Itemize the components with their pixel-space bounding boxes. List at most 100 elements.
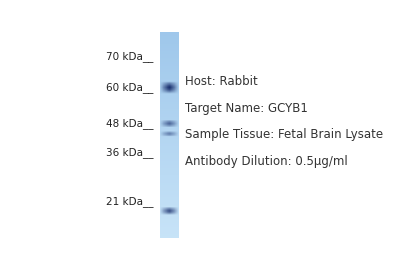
Bar — [160, 151, 179, 152]
Bar — [160, 209, 179, 210]
Bar — [160, 82, 179, 83]
Bar — [160, 145, 179, 146]
Bar — [160, 201, 179, 202]
Bar — [160, 105, 179, 106]
Bar — [160, 121, 179, 122]
Bar — [160, 176, 179, 177]
Bar — [160, 154, 179, 155]
Bar — [160, 234, 179, 235]
Bar — [160, 169, 179, 170]
Bar — [160, 233, 179, 234]
Bar — [160, 219, 179, 220]
Bar — [160, 140, 179, 141]
Bar — [160, 91, 179, 92]
Bar — [160, 231, 179, 232]
Bar — [160, 70, 179, 71]
Bar — [160, 208, 179, 209]
Bar — [160, 181, 179, 182]
Bar — [160, 139, 179, 140]
Bar — [160, 136, 179, 137]
Bar — [160, 193, 179, 194]
Bar — [160, 225, 179, 226]
Bar — [160, 42, 179, 43]
Bar — [160, 128, 179, 129]
Bar — [160, 109, 179, 110]
Bar — [160, 129, 179, 130]
Bar — [160, 144, 179, 145]
Bar — [160, 132, 179, 133]
Bar — [160, 75, 179, 76]
Bar — [160, 61, 179, 62]
Text: Host: Rabbit: Host: Rabbit — [185, 75, 258, 88]
Bar — [160, 190, 179, 191]
Bar — [160, 149, 179, 150]
Text: Target Name: GCYB1: Target Name: GCYB1 — [185, 102, 308, 115]
Bar — [160, 32, 179, 33]
Bar — [160, 35, 179, 36]
Bar — [160, 59, 179, 60]
Bar — [160, 211, 179, 212]
Bar — [160, 98, 179, 99]
Bar — [160, 175, 179, 176]
Bar — [160, 71, 179, 72]
Bar — [160, 224, 179, 225]
Bar — [160, 171, 179, 172]
Bar — [160, 131, 179, 132]
Bar — [160, 221, 179, 222]
Bar — [160, 77, 179, 78]
Bar — [160, 160, 179, 161]
Bar — [160, 43, 179, 44]
Bar — [160, 120, 179, 121]
Bar — [160, 41, 179, 42]
Bar — [160, 127, 179, 128]
Bar — [160, 102, 179, 103]
Bar — [160, 174, 179, 175]
Bar — [160, 80, 179, 81]
Bar — [160, 189, 179, 190]
Bar — [160, 179, 179, 180]
Bar — [160, 119, 179, 120]
Bar — [160, 79, 179, 80]
Bar — [160, 87, 179, 88]
Bar — [160, 159, 179, 160]
Bar — [160, 52, 179, 53]
Bar — [160, 125, 179, 126]
Bar — [160, 76, 179, 77]
Bar — [160, 229, 179, 230]
Bar — [160, 228, 179, 229]
Bar — [160, 150, 179, 151]
Bar — [160, 63, 179, 64]
Bar — [160, 172, 179, 173]
Bar — [160, 153, 179, 154]
Text: Sample Tissue: Fetal Brain Lysate: Sample Tissue: Fetal Brain Lysate — [185, 128, 383, 141]
Bar — [160, 191, 179, 192]
Text: 60 kDa__: 60 kDa__ — [106, 82, 154, 93]
Bar — [160, 78, 179, 79]
Bar — [160, 122, 179, 123]
Bar — [160, 142, 179, 143]
Bar — [160, 220, 179, 221]
Bar — [160, 38, 179, 39]
Bar — [160, 130, 179, 131]
Bar — [160, 222, 179, 223]
Bar — [160, 107, 179, 108]
Bar — [160, 232, 179, 233]
Bar — [160, 185, 179, 186]
Bar — [160, 53, 179, 54]
Bar — [160, 93, 179, 94]
Bar — [160, 135, 179, 136]
Bar — [160, 86, 179, 87]
Bar — [160, 146, 179, 147]
Bar — [160, 194, 179, 195]
Bar — [160, 215, 179, 216]
Bar — [160, 183, 179, 184]
Bar — [160, 111, 179, 112]
Bar — [160, 196, 179, 197]
Bar — [160, 197, 179, 198]
Bar — [160, 101, 179, 102]
Bar — [160, 72, 179, 73]
Bar — [160, 226, 179, 227]
Bar — [160, 143, 179, 144]
Bar — [160, 64, 179, 65]
Bar — [160, 210, 179, 211]
